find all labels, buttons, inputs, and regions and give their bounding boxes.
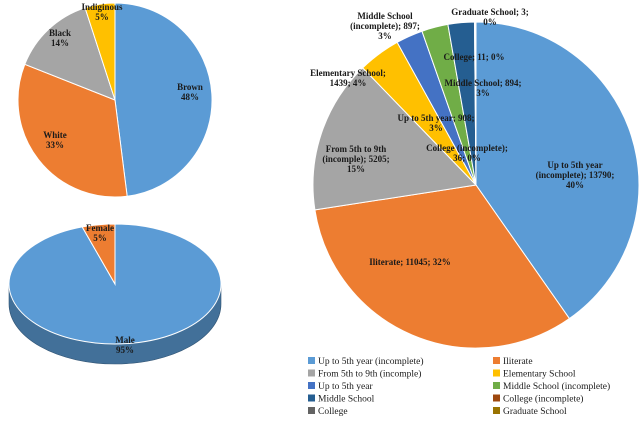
edu-label-up-to-5th-year-incomplete-line: Up to 5th year [547, 160, 602, 170]
edu-label-up-to-5th-year-incomplete-line: (incomplete); 13790; [536, 170, 615, 180]
edu-label-college-incomplete-line: College (incomplete); [426, 143, 508, 153]
race-slice-white [17, 63, 128, 198]
legend-swatch-middle-school [308, 394, 315, 402]
legend-label-middle-school: Middle School [318, 395, 375, 405]
edu-slice-iliterate [314, 184, 571, 349]
edu-slice-from-5th-to-9th-incomple [312, 67, 478, 211]
race-slice-brown [114, 2, 213, 197]
edu-label-graduate-school: Graduate School; 3; 0% [451, 7, 529, 27]
legend-swatch-iliterate [493, 357, 500, 364]
race-label-brown: Brown 48% [177, 82, 203, 102]
gender-label-female: Female 5% [86, 223, 114, 243]
legend-swatch-middle-school-incomplete [493, 382, 500, 389]
edu-label-middle-school-line: 3% [476, 88, 490, 98]
legend-label-up-to-5th-year: Up to 5th year [318, 382, 373, 392]
legend-swatch-college-incomplete [493, 394, 500, 402]
legend-swatch-up-to-5th-year [308, 382, 315, 389]
edu-label-up-to-5th-year: Up to 5th year; 908; 3% [398, 113, 475, 133]
gender-label-male: Male 95% [115, 335, 135, 355]
edu-label-up-to-5th-year-line: Up to 5th year; 908; [398, 113, 475, 123]
edu-label-up-to-5th-year-incomplete: Up to 5th year (incomplete); 13790; 40% [536, 160, 615, 190]
edu-label-college-line: College; 11; 0% [444, 52, 505, 62]
gender-label-female-line: Female [86, 223, 114, 233]
edu-label-up-to-5th-year-incomplete-line: 40% [566, 180, 584, 190]
legend-label-iliterate: Iliterate [503, 357, 533, 367]
edu-label-middle-school-incomplete: Middle School (incomplete); 897; 3% [350, 11, 420, 41]
edu-label-from-5th-to-9th-incomple-line: From 5th to 9th [326, 144, 387, 154]
edu-label-middle-school-line: Middle School; 894; [444, 78, 521, 88]
legend-swatch-from-5th-to-9th-incomple [308, 369, 315, 377]
race-label-brown-line: Brown [177, 82, 203, 92]
edu-label-iliterate: Iliterate; 11045; 32% [369, 257, 450, 267]
legend-label-college-incomplete: College (incomplete) [503, 394, 583, 405]
edu-label-elementary-school-line: Elementary School; [310, 68, 386, 78]
legend-label-elementary-school: Elementary School [503, 370, 576, 380]
legend-label-middle-school-incomplete: Middle School (incomplete) [503, 381, 610, 392]
race-label-black: Black 14% [49, 28, 71, 48]
race-slice-indiginous [84, 2, 116, 101]
edu-label-college-incomplete: College (incomplete); 36; 0% [426, 143, 508, 163]
edu-label-elementary-school-line: 1439; 4% [330, 78, 367, 88]
race-label-indiginous-line: Indiginous [81, 2, 123, 12]
edu-label-middle-school: Middle School; 894; 3% [444, 78, 521, 98]
race-label-black-line: Black [49, 28, 71, 38]
legend-label-up-to-5th-year-incomplete: Up to 5th year (incomplete) [318, 356, 424, 367]
edu-label-middle-school-incomplete-line: Middle School [357, 11, 413, 21]
edu-label-elementary-school: Elementary School; 1439; 4% [310, 68, 386, 88]
edu-label-middle-school-incomplete-line: (incomplete); 897; [350, 21, 420, 31]
race-label-brown-line: 48% [181, 92, 199, 102]
race-label-white: White 33% [43, 130, 67, 150]
race-label-white-line: White [43, 130, 67, 140]
edu-label-graduate-school-line: Graduate School; 3; [451, 7, 529, 17]
gender-label-male-line: 95% [116, 345, 134, 355]
gender-slice-female [81, 223, 116, 286]
race-label-indiginous: Indiginous 5% [81, 2, 123, 22]
legend-label-from-5th-to-9th-incomple: From 5th to 9th (incomple) [318, 369, 421, 380]
edu-label-up-to-5th-year-line: 3% [429, 123, 443, 133]
legend-swatch-elementary-school [493, 369, 500, 377]
gender-label-female-line: 5% [93, 233, 107, 243]
race-label-white-line: 33% [46, 140, 64, 150]
legend-swatch-graduate-school [493, 407, 500, 414]
edu-label-middle-school-incomplete-line: 3% [378, 31, 392, 41]
edu-label-graduate-school-line: 0% [483, 17, 497, 27]
edu-label-from-5th-to-9th-incomple-line: (incomple); 5205; [322, 154, 389, 164]
legend-swatch-up-to-5th-year-incomplete [308, 357, 315, 364]
race-label-black-line: 14% [51, 38, 69, 48]
legend-label-college: College [318, 407, 348, 417]
race-label-indiginous-line: 5% [95, 12, 109, 22]
edu-slice-up-to-5th-year-incomplete [475, 21, 640, 320]
legend-swatch-college [308, 407, 315, 414]
edu-label-from-5th-to-9th-incomple-line: 15% [347, 164, 365, 174]
gender-label-male-line: Male [115, 335, 135, 345]
edu-label-college-incomplete-line: 36; 0% [453, 153, 481, 163]
edu-label-iliterate-line: Iliterate; 11045; 32% [369, 257, 450, 267]
legend-label-graduate-school: Graduate School [503, 407, 567, 417]
edu-label-from-5th-to-9th-incomple: From 5th to 9th (incomple); 5205; 15% [322, 144, 389, 174]
edu-label-college: College; 11; 0% [444, 52, 505, 62]
